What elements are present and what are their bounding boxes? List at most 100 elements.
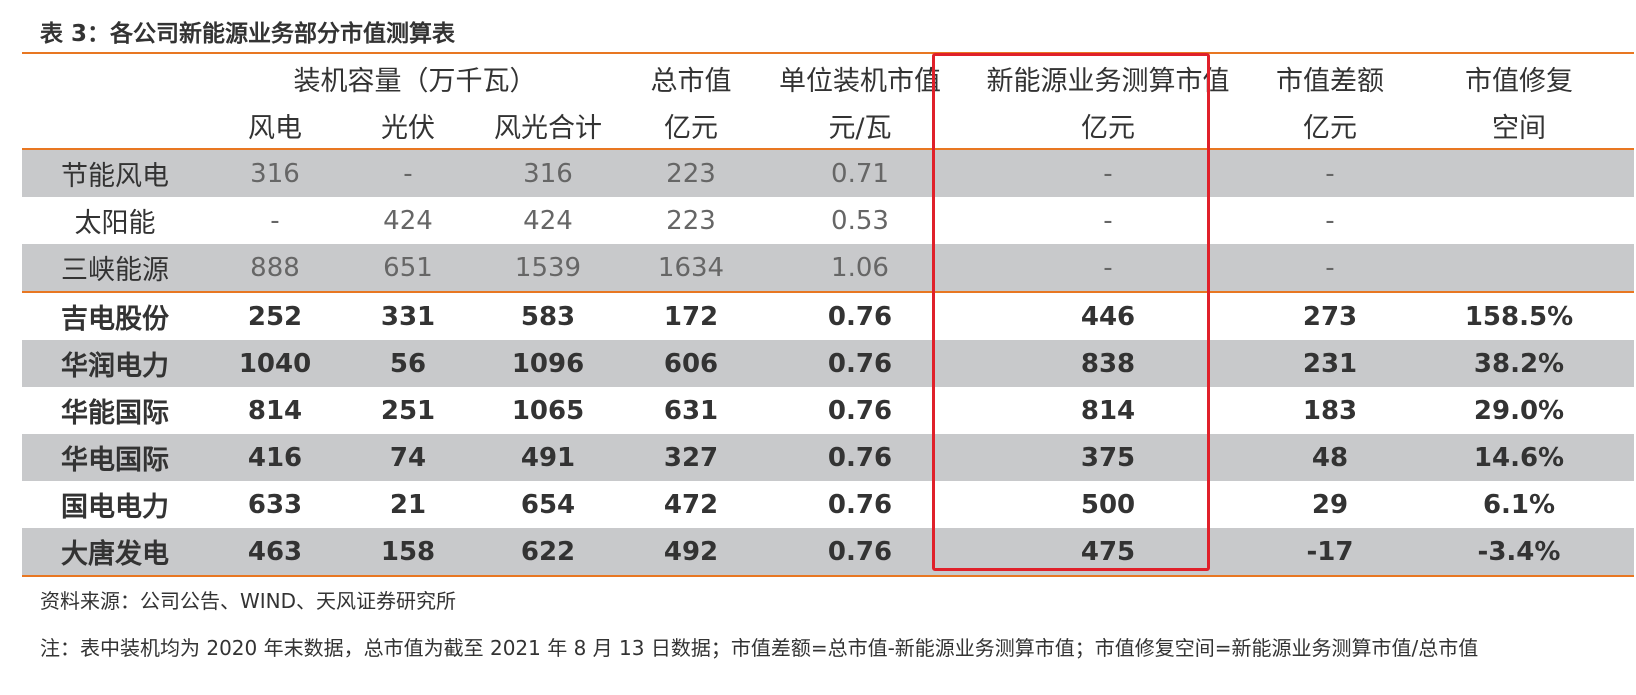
table-cell: 838	[960, 340, 1256, 387]
table-cell: -	[1325, 205, 1335, 236]
header-row-top: 装机容量（万千瓦） 总市值 单位装机市值 新能源业务测算市值 市值差额 市值修复	[22, 52, 1634, 102]
table-cell: -	[960, 149, 1256, 197]
table-row: 大唐发电 463 158 622 492 0.76 475 -17 -3.4%	[22, 528, 1634, 577]
table-cell: 0.76	[827, 489, 893, 520]
table-cell: 1040	[208, 340, 342, 387]
table-cell: 1065	[511, 395, 585, 426]
header-unit-yi-yuan: 亿元	[622, 102, 760, 150]
header-wind: 风电	[208, 102, 342, 150]
company-name-cell: 国电电力	[61, 492, 169, 523]
table-cell: 231	[1256, 340, 1404, 387]
header-wind-solar-total: 风光合计	[474, 102, 622, 150]
table-row: 吉电股份 252 331 583 172 0.76 446 273 158.5%	[22, 291, 1634, 340]
table-cell: 888	[208, 244, 342, 292]
table-cell: 0.76	[760, 340, 960, 387]
company-name-cell: 华电国际	[22, 434, 208, 481]
table-cell: 472	[663, 489, 719, 520]
table-cell: 622	[474, 528, 622, 577]
table-cell: -	[1256, 244, 1404, 292]
table-cell: 0.76	[760, 528, 960, 577]
table-cell: 29.0%	[1473, 395, 1565, 426]
table-cell: 223	[666, 205, 716, 236]
header-row-bottom: 风电 光伏 风光合计 亿元 元/瓦 亿元 亿元 空间	[22, 102, 1634, 150]
table-cell: -3.4%	[1404, 528, 1634, 577]
table-cell: 606	[622, 340, 760, 387]
table-cell: -	[1103, 205, 1113, 236]
company-name-cell: 华能国际	[61, 398, 169, 429]
header-cell	[22, 102, 208, 150]
table-cell: 492	[622, 528, 760, 577]
table-cell: 48	[1256, 434, 1404, 481]
table-cell: 1539	[474, 244, 622, 292]
header-unit-capacity-value: 单位装机市值	[760, 52, 960, 102]
table-cell: 583	[474, 291, 622, 340]
table-cell: 500	[1080, 489, 1136, 520]
table-row: 国电电力 633 21 654 472 0.76 500 29 6.1%	[22, 481, 1634, 528]
table-cell: 631	[663, 395, 719, 426]
table-cell: 56	[342, 340, 474, 387]
table-row: 太阳能 - 424 424 223 0.53 - -	[22, 197, 1634, 244]
table-cell: 1.06	[760, 244, 960, 292]
company-name-cell: 华润电力	[22, 340, 208, 387]
table-cell: 814	[1080, 395, 1136, 426]
header-cell	[22, 52, 208, 102]
table-cell: 0.53	[831, 205, 889, 236]
table-cell: 21	[389, 489, 427, 520]
company-name-cell: 节能风电	[22, 149, 208, 197]
header-repair-space: 市值修复	[1404, 52, 1634, 102]
table-cell: -	[342, 149, 474, 197]
company-name-cell: 三峡能源	[22, 244, 208, 292]
table-cell: 331	[342, 291, 474, 340]
header-total-market-cap: 总市值	[622, 52, 760, 102]
table-cell: 14.6%	[1404, 434, 1634, 481]
table-cell: 424	[383, 205, 433, 236]
table-row: 华润电力 1040 56 1096 606 0.76 838 231 38.2%	[22, 340, 1634, 387]
table-cell: 446	[960, 291, 1256, 340]
table-cell: 424	[523, 205, 573, 236]
header-unit-yuan-per-watt: 元/瓦	[760, 102, 960, 150]
table-cell: 158.5%	[1404, 291, 1634, 340]
table-cell: 633	[247, 489, 303, 520]
table-cell: 273	[1256, 291, 1404, 340]
header-space: 空间	[1404, 102, 1634, 150]
table-cell: 158	[342, 528, 474, 577]
table-row: 华能国际 814 251 1065 631 0.76 814 183 29.0%	[22, 387, 1634, 434]
table-cell: 74	[342, 434, 474, 481]
header-unit-yi-yuan: 亿元	[1256, 102, 1404, 150]
table-cell: 463	[208, 528, 342, 577]
header-unit-yi-yuan: 亿元	[960, 102, 1256, 150]
table-row: 节能风电 316-316 223 0.71- -	[22, 149, 1634, 197]
table-row: 华电国际 416 74 491 327 0.76 375 48 14.6%	[22, 434, 1634, 481]
table-cell: 491	[474, 434, 622, 481]
company-name-cell: 大唐发电	[22, 528, 208, 577]
table-cell	[1404, 244, 1634, 292]
company-name-cell: 吉电股份	[22, 291, 208, 340]
table-cell: 0.76	[760, 291, 960, 340]
table-cell: 183	[1302, 395, 1358, 426]
footnote: 注：表中装机均为 2020 年末数据，总市值为截至 2021 年 8 月 13 …	[40, 636, 1479, 660]
table-cell: 316	[208, 149, 342, 197]
header-installed-capacity: 装机容量（万千瓦）	[208, 52, 622, 102]
table-cell: 651	[342, 244, 474, 292]
table-cell: 252	[208, 291, 342, 340]
table-cell: 172	[622, 291, 760, 340]
source-note: 资料来源：公司公告、WIND、天风证券研究所	[40, 589, 457, 613]
table-cell: 1634	[622, 244, 760, 292]
table-cell: 29	[1311, 489, 1349, 520]
table-cell: -	[960, 244, 1256, 292]
table-cell: 475	[960, 528, 1256, 577]
table-cell: 6.1%	[1482, 489, 1556, 520]
valuation-table: 装机容量（万千瓦） 总市值 单位装机市值 新能源业务测算市值 市值差额 市值修复…	[22, 52, 1634, 577]
company-name-cell: 太阳能	[74, 208, 156, 239]
table-cell: 316	[474, 149, 622, 197]
header-solar: 光伏	[342, 102, 474, 150]
table-cell: 251	[380, 395, 436, 426]
table-cell: 375	[960, 434, 1256, 481]
table-body: 节能风电 316-316 223 0.71- - 太阳能 -424 424 223 0.53- - 三…	[22, 149, 1634, 577]
table-cell: 0.71	[760, 149, 960, 197]
table-cell: 0.76	[827, 395, 893, 426]
table-title: 表 3：各公司新能源业务部分市值测算表	[40, 21, 456, 47]
table-cell: 814	[247, 395, 303, 426]
table-cell: -17	[1256, 528, 1404, 577]
table-cell: 416	[208, 434, 342, 481]
